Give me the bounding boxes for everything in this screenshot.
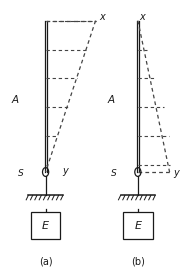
Text: x: x [139,11,144,21]
Text: y: y [173,168,179,178]
Text: y: y [62,166,68,176]
Text: S: S [111,169,117,178]
Text: S: S [18,169,23,178]
Text: (a): (a) [39,257,52,267]
Text: E: E [42,221,49,231]
Text: x: x [99,11,105,21]
Bar [31,212,60,239]
Text: E: E [134,221,141,231]
Text: A: A [11,95,18,105]
Text: (b): (b) [131,257,145,267]
Text: A: A [107,95,114,105]
Bar [123,212,153,239]
